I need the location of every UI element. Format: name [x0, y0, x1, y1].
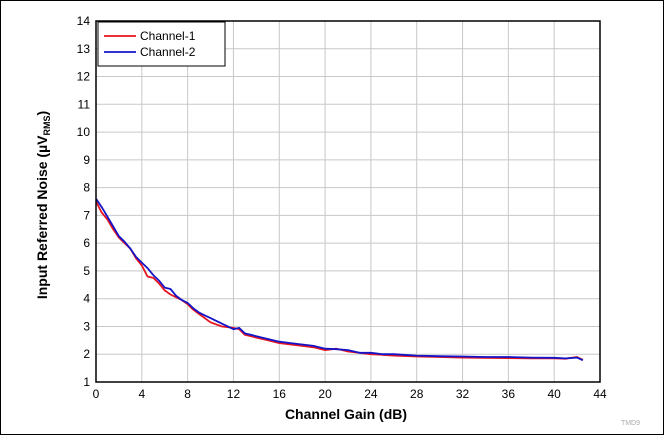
y-tick-label: 4: [83, 292, 90, 306]
y-axis-label-sub: RMS: [42, 116, 52, 136]
plot-area: [95, 20, 601, 383]
x-tick-label: 24: [364, 387, 378, 401]
y-axis-label-main: Input Referred Noise (µV: [34, 135, 50, 299]
series-lines: [95, 198, 584, 362]
x-tick-label: 44: [593, 387, 607, 401]
x-tick-label: 16: [273, 387, 287, 401]
x-tick-label: 20: [318, 387, 332, 401]
legend: Channel-1 Channel-2: [97, 21, 226, 67]
y-tick-label: 3: [83, 319, 90, 333]
y-tick-label: 8: [83, 181, 90, 195]
y-tick-label: 6: [83, 236, 90, 250]
y-tick-label: 5: [83, 264, 90, 278]
y-tick-label: 2: [83, 347, 90, 361]
x-axis-label: Channel Gain (dB): [285, 406, 407, 422]
grid: [96, 21, 600, 382]
y-tick-label: 14: [77, 14, 91, 28]
y-tick-label: 1: [83, 375, 90, 389]
y-axis-label: Input Referred Noise (µVRMS): [34, 111, 52, 299]
x-tick-label: 8: [184, 387, 191, 401]
x-tick-label: 4: [138, 387, 145, 401]
x-tick-label: 32: [456, 387, 470, 401]
y-tick-label: 11: [78, 97, 91, 111]
legend-label-channel-1: Channel-1: [140, 29, 196, 43]
y-tick-label: 13: [77, 42, 91, 56]
x-tick-label: 28: [410, 387, 424, 401]
x-tick-label: 40: [548, 387, 562, 401]
figure-tag: TMD9: [621, 420, 640, 427]
legend-label-channel-2: Channel-2: [140, 45, 196, 59]
series-line-channel-2: [95, 198, 584, 362]
y-axis-label-close: ): [34, 111, 50, 116]
y-tick-label: 10: [77, 125, 91, 139]
y-tick-label: 9: [83, 153, 90, 167]
y-tick-label: 7: [83, 208, 90, 222]
x-tick-label: 12: [227, 387, 241, 401]
x-tick-labels: 0 4 8 12 16 20 24 28 32 36 40 44: [93, 387, 607, 401]
x-tick-label: 36: [502, 387, 516, 401]
x-tick-label: 0: [93, 387, 100, 401]
y-tick-label: 12: [77, 70, 91, 84]
legend-box: [97, 21, 226, 67]
